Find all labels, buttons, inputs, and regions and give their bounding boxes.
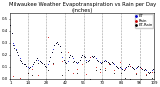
Legend: ET, Rain, ET-Rain: ET, Rain, ET-Rain [135, 14, 153, 28]
Rain [12, 76, 14, 77]
Rain [135, 72, 136, 73]
Rain [67, 52, 69, 53]
ET [9, 24, 11, 25]
ET [153, 71, 155, 72]
Rain [124, 69, 126, 70]
ET-Rain [105, 60, 107, 61]
Rain [19, 77, 21, 78]
Rain [76, 69, 78, 70]
Rain [85, 74, 87, 75]
Rain [145, 74, 147, 75]
Title: Milwaukee Weather Evapotranspiration vs Rain per Day (Inches): Milwaukee Weather Evapotranspiration vs … [9, 2, 156, 13]
ET-Rain [49, 57, 51, 58]
Line: ET-Rain: ET-Rain [10, 24, 155, 80]
ET-Rain [9, 24, 11, 25]
Rain [99, 71, 100, 72]
Rain [27, 72, 29, 73]
ET [88, 59, 90, 60]
ET-Rain [89, 78, 91, 79]
ET [57, 44, 59, 45]
Rain [140, 68, 142, 69]
Rain [61, 60, 63, 61]
Rain [47, 36, 49, 37]
ET [20, 60, 22, 61]
Line: Rain: Rain [12, 36, 152, 78]
Rain [95, 66, 97, 67]
Rain [37, 75, 39, 76]
ET-Rain [20, 60, 22, 61]
Line: ET: ET [10, 24, 155, 74]
ET-Rain [87, 60, 89, 61]
ET-Rain [88, 59, 90, 60]
Rain [151, 71, 152, 72]
Rain [104, 68, 106, 69]
Rain [108, 64, 110, 65]
Rain [89, 57, 91, 58]
Rain [113, 70, 115, 71]
Rain [52, 64, 54, 65]
Rain [31, 69, 33, 70]
Rain [72, 72, 74, 73]
Rain [119, 62, 120, 63]
ET-Rain [57, 44, 59, 45]
ET [49, 57, 51, 58]
ET [148, 72, 150, 73]
ET-Rain [153, 71, 155, 72]
Rain [81, 64, 83, 65]
Rain [129, 65, 131, 66]
ET [104, 59, 106, 60]
ET [87, 60, 89, 61]
